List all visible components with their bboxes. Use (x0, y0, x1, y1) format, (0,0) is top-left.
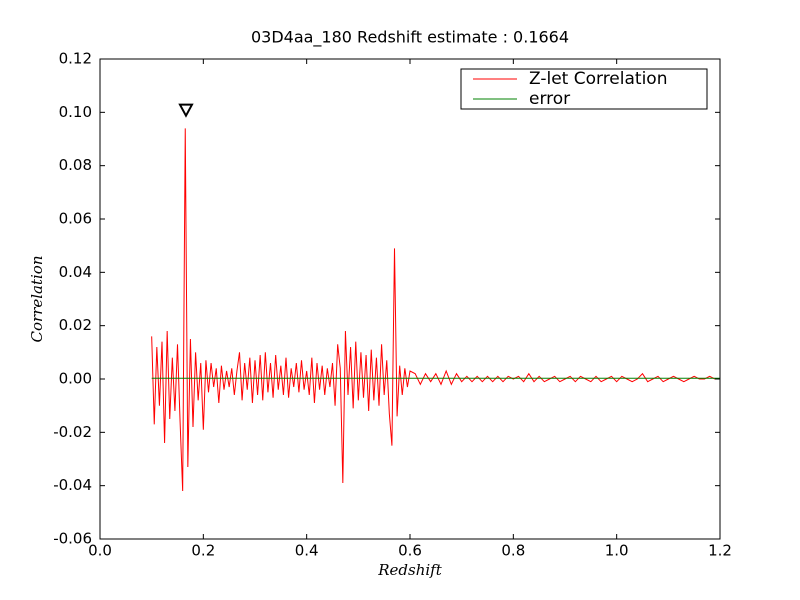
y-tick-label: 0.04 (59, 263, 92, 281)
x-tick-label: 0.2 (191, 542, 215, 560)
chart-title: 03D4aa_180 Redshift estimate : 0.1664 (251, 28, 569, 48)
y-tick-label: 0.02 (59, 316, 92, 334)
y-tick-label: 0.08 (59, 156, 92, 174)
x-tick-label: 1.0 (605, 542, 629, 560)
legend-label: error (529, 89, 570, 109)
x-tick-label: 1.2 (708, 542, 732, 560)
y-tick-label: 0.10 (59, 103, 92, 121)
x-axis-label: Redshift (377, 561, 442, 579)
legend-label: Z-let Correlation (529, 69, 667, 89)
legend-box (460, 68, 708, 110)
y-tick-label: -0.02 (53, 423, 92, 441)
peak-marker (178, 103, 194, 118)
y-tick-label: 0.12 (59, 50, 92, 68)
y-tick-label: -0.06 (53, 530, 92, 548)
x-tick-label: 0.0 (88, 542, 112, 560)
y-tick-label: 0.00 (59, 370, 92, 388)
x-tick-label: 0.6 (398, 542, 422, 560)
x-tick-label: 0.4 (295, 542, 319, 560)
y-tick-label: -0.04 (53, 476, 92, 494)
y-axis-label: Correlation (28, 256, 46, 343)
y-tick-label: 0.06 (59, 210, 92, 228)
x-tick-label: 0.8 (501, 542, 525, 560)
